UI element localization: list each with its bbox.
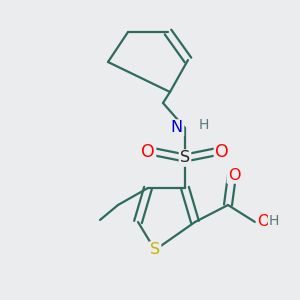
Text: O: O: [141, 143, 155, 161]
Text: H: H: [269, 214, 279, 228]
Text: N: N: [171, 121, 183, 136]
Text: H: H: [199, 118, 209, 132]
Text: O: O: [215, 143, 229, 161]
Text: S: S: [180, 151, 190, 166]
Text: O: O: [228, 167, 240, 182]
Text: S: S: [150, 242, 160, 257]
Text: O: O: [257, 214, 269, 230]
